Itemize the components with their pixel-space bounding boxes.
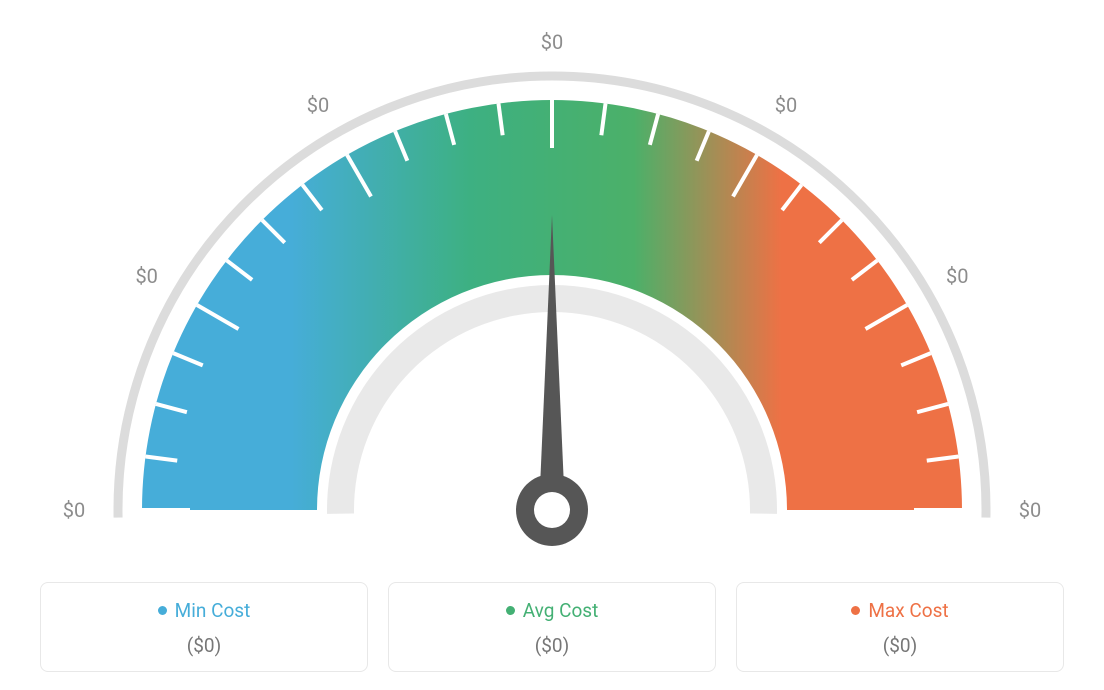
legend-card-max: Max Cost ($0): [736, 582, 1064, 672]
dot-icon: [851, 606, 860, 615]
legend-value-max: ($0): [749, 634, 1051, 657]
gauge-svg: [52, 10, 1052, 560]
gauge-tick-label: $0: [946, 264, 968, 288]
legend-row: Min Cost ($0) Avg Cost ($0) Max Cost ($0…: [40, 582, 1064, 672]
legend-title-max: Max Cost: [851, 599, 948, 622]
legend-title-avg: Avg Cost: [506, 599, 599, 622]
gauge-tick-label: $0: [63, 498, 85, 522]
gauge-tick-label: $0: [541, 30, 563, 54]
cost-gauge-widget: $0 $0 $0 $0 $0 $0 $0 Min Cost ($0) Avg Cost ($…: [0, 0, 1104, 690]
legend-card-min: Min Cost ($0): [40, 582, 368, 672]
gauge-tick-label: $0: [307, 93, 329, 117]
gauge-tick-label: $0: [1019, 498, 1041, 522]
legend-value-min: ($0): [53, 634, 355, 657]
gauge-tick-label: $0: [775, 93, 797, 117]
dot-icon: [158, 606, 167, 615]
legend-label-min: Min Cost: [175, 599, 251, 622]
legend-label-max: Max Cost: [868, 599, 948, 622]
legend-title-min: Min Cost: [158, 599, 251, 622]
gauge-chart: $0 $0 $0 $0 $0 $0 $0: [0, 0, 1104, 560]
legend-label-avg: Avg Cost: [523, 599, 599, 622]
legend-card-avg: Avg Cost ($0): [388, 582, 716, 672]
dot-icon: [506, 606, 515, 615]
gauge-tick-label: $0: [135, 264, 157, 288]
legend-value-avg: ($0): [401, 634, 703, 657]
